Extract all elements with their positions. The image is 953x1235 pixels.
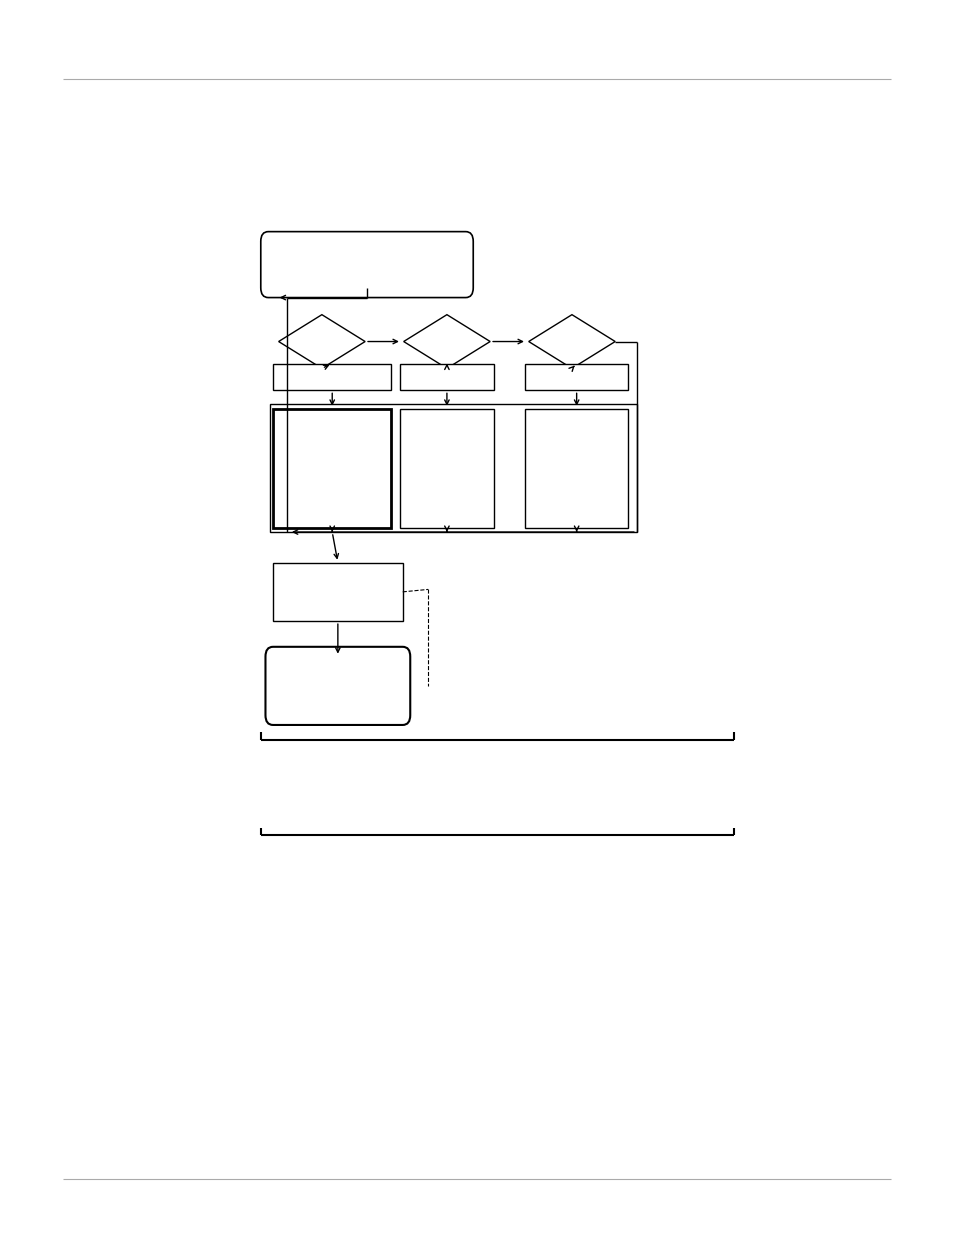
Bar [399,363,494,390]
Bar [524,363,628,390]
Bar [399,409,494,529]
Bar [524,409,628,529]
Bar [270,404,637,532]
FancyBboxPatch shape [260,232,473,298]
Bar [273,363,391,390]
Bar [273,563,402,621]
FancyBboxPatch shape [265,647,410,725]
Bar [273,409,391,529]
